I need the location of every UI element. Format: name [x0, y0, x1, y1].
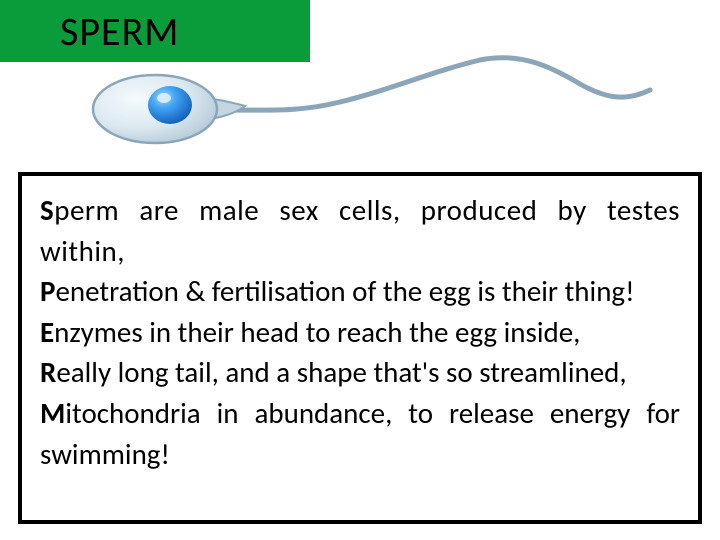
acrostic-text-box: Sperm are male sex cells, produced by te… [18, 172, 702, 524]
lead-p: P [40, 273, 55, 309]
rest-p: enetration & fertilisation of the egg is… [55, 273, 634, 309]
line-s: Sperm are male sex cells, produced by te… [40, 190, 680, 271]
sperm-nucleus [148, 86, 192, 124]
line-p: Penetration & fertilisation of the egg i… [40, 271, 680, 312]
sperm-nucleus-highlight [157, 93, 171, 103]
lead-m: M [40, 395, 65, 431]
lead-r: R [40, 354, 56, 390]
rest-e: nzymes in their head to reach the egg in… [54, 314, 580, 350]
line-e: Enzymes in their head to reach the egg i… [40, 312, 680, 353]
rest-s: perm are male sex cells, produced by tes… [40, 192, 680, 269]
lead-e: E [40, 314, 54, 350]
rest-r: eally long tail, and a shape that's so s… [56, 354, 626, 390]
sperm-tail [225, 58, 650, 110]
rest-m: itochondria in abundance, to release ene… [40, 395, 680, 472]
line-r: Really long tail, and a shape that's so … [40, 352, 680, 393]
sperm-diagram [90, 42, 670, 177]
lead-s: S [40, 192, 54, 228]
line-m: Mitochondria in abundance, to release en… [40, 393, 680, 474]
